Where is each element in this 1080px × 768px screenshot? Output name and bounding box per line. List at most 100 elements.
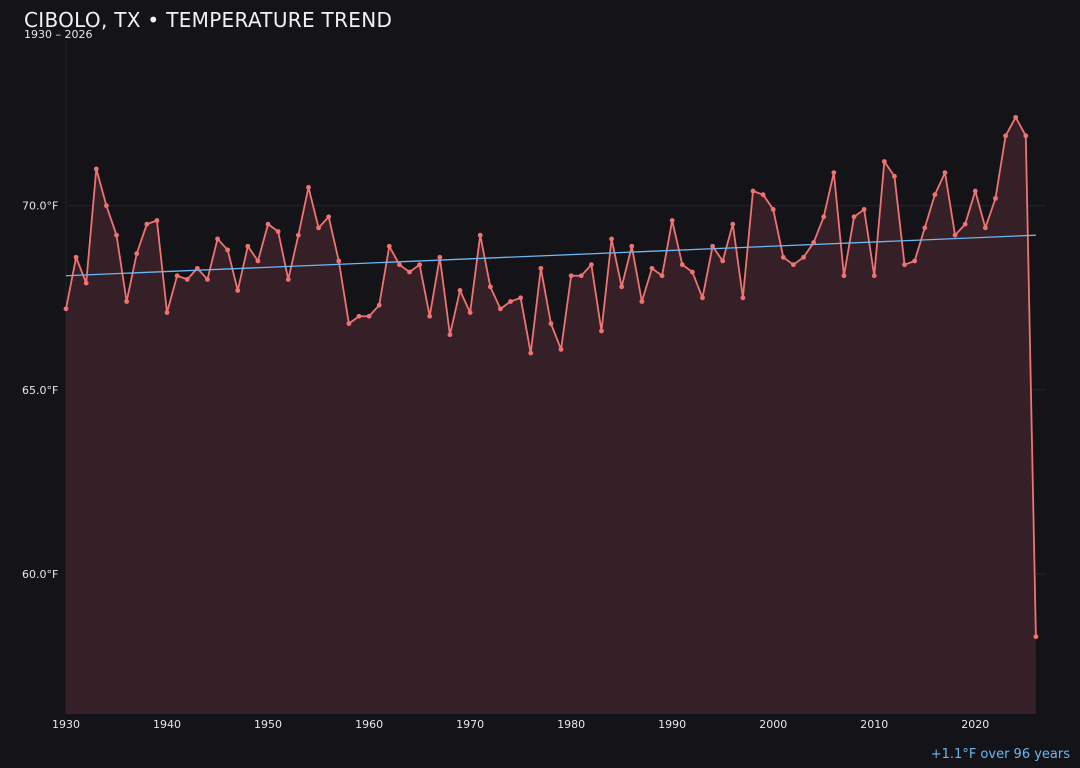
data-point [336,258,342,264]
data-point [366,313,372,319]
data-point [588,262,594,268]
data-point [710,243,715,249]
data-point [104,203,109,209]
data-point [548,321,554,326]
x-tick-label: 1990 [658,718,686,731]
data-point [164,310,170,315]
data-point [114,232,119,238]
data-point [538,265,544,271]
data-point [498,306,503,312]
x-tick-label: 1960 [355,718,383,731]
data-point [578,273,584,279]
data-point [467,310,473,315]
series-area-fill [66,117,1036,715]
data-point [922,225,928,231]
data-point [427,313,433,319]
data-point [700,295,705,301]
data-point [184,277,190,282]
data-point [791,262,796,268]
data-point [295,232,301,238]
data-point [932,192,938,198]
data-point [649,265,655,271]
data-point [326,214,332,220]
data-point [730,221,736,227]
data-point [63,306,69,312]
data-point [892,173,897,179]
data-point [619,284,625,290]
data-point [881,159,887,164]
data-point [306,184,311,190]
data-point [235,288,241,293]
data-point [407,269,412,275]
data-point [679,262,685,268]
data-point [376,302,382,308]
data-point [639,299,645,304]
chart-subtitle: 1930 – 2026 [24,28,93,41]
data-point [760,192,766,198]
data-point [255,258,261,264]
data-point [93,166,99,172]
data-point [599,328,604,334]
x-tick-label: 1950 [254,718,282,731]
data-point [225,247,231,253]
data-point [417,262,423,268]
data-point [982,225,988,231]
trend-summary-note: +1.1°F over 96 years [930,747,1070,762]
data-point [952,232,958,238]
data-point [720,258,726,264]
data-point [265,221,271,227]
data-point [811,240,817,245]
data-point [568,273,574,279]
y-tick-label: 70.0°F [22,200,58,213]
data-point [902,262,907,268]
data-point [174,273,180,279]
data-point [477,232,483,238]
data-point [73,254,79,260]
data-point [134,251,140,257]
data-point [972,188,978,194]
data-point [861,207,867,212]
data-point [437,254,443,260]
data-point [457,288,463,293]
data-point [740,295,746,301]
data-point [558,346,564,352]
chart-title: CIBOLO, TX • TEMPERATURE TREND [24,8,393,32]
data-point [508,299,513,304]
data-point [659,273,665,279]
data-point [245,243,251,249]
data-point [386,243,392,249]
data-point [285,277,291,282]
data-point [205,277,210,282]
data-point [356,313,362,319]
data-point [912,258,918,264]
y-tick-label: 60.0°F [22,568,58,581]
x-tick-label: 1930 [52,718,80,731]
data-point [993,195,998,201]
data-point [770,207,776,212]
x-tick-label: 1970 [456,718,484,731]
data-point [831,170,837,175]
data-point [750,188,756,194]
x-tick-label: 1980 [557,718,585,731]
data-point [841,273,847,279]
x-tick-label: 1940 [153,718,181,731]
data-point [669,218,675,223]
data-point [518,295,524,301]
data-point [144,221,150,227]
x-tick-label: 2000 [759,718,787,731]
data-point [629,243,635,249]
data-point [609,236,614,242]
data-point [316,225,321,231]
data-point [215,236,220,242]
data-point [871,273,877,279]
data-point [1033,634,1039,640]
data-point [1013,114,1019,120]
data-point [821,214,827,220]
data-point [83,280,89,286]
data-point [1023,133,1029,139]
data-point [124,299,130,304]
data-point [851,214,857,220]
data-point [154,218,160,223]
